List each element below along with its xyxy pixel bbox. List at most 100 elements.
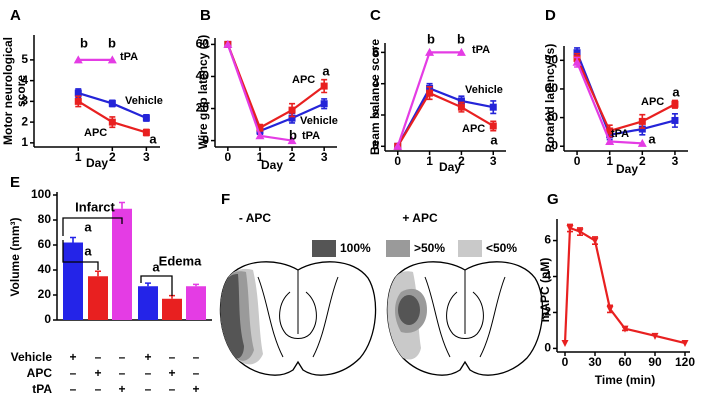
x-tick-label: 60	[618, 355, 632, 369]
bar	[112, 208, 132, 320]
point	[651, 332, 659, 340]
series-label: Vehicle	[125, 95, 163, 107]
annotation: a	[648, 131, 656, 146]
y-tick-label: 0	[44, 312, 51, 326]
y-axis-label: Beam balance score	[368, 39, 382, 155]
error-bar	[119, 201, 125, 209]
point	[671, 116, 679, 124]
brain-slice	[386, 261, 544, 376]
table-cell: –	[95, 350, 102, 364]
point	[73, 55, 83, 64]
panel-letter: C	[370, 7, 381, 24]
series-label: APC	[292, 74, 315, 86]
annotation: a	[490, 132, 498, 147]
error-bar	[193, 283, 199, 287]
point	[561, 340, 569, 348]
annotation: a	[322, 63, 330, 78]
y-tick-label: 0	[372, 138, 379, 152]
panel-letter: F	[221, 191, 230, 208]
table-cell: –	[95, 382, 102, 396]
point	[457, 97, 465, 105]
series-line	[396, 87, 494, 147]
y-tick-label: 5	[21, 52, 28, 66]
annotation: a	[84, 219, 92, 234]
panel-letter: E	[10, 174, 20, 191]
point	[489, 122, 497, 130]
annotation: b	[80, 35, 88, 50]
point	[606, 127, 614, 135]
x-axis-label: Day	[439, 160, 461, 174]
x-tick-label: 1	[606, 154, 613, 168]
table-cell: –	[145, 366, 152, 380]
table-cell: –	[145, 382, 152, 396]
series-label: APC	[462, 123, 485, 135]
point	[591, 237, 599, 245]
table-cell: –	[193, 366, 200, 380]
x-tick-label: 3	[143, 150, 150, 164]
annotation: b	[427, 31, 435, 46]
y-tick-label: 60	[38, 237, 52, 251]
annotation: b	[108, 35, 116, 50]
annotation: a	[672, 84, 680, 99]
y-tick-label: 20	[196, 101, 210, 115]
y-tick-label: 100	[31, 187, 51, 201]
point	[74, 97, 82, 105]
table-cell: +	[192, 382, 199, 396]
point	[637, 138, 647, 147]
point	[108, 118, 116, 126]
y-tick-label: 60	[196, 37, 210, 51]
y-tick-label: 4	[372, 76, 379, 90]
point	[107, 55, 117, 64]
table-cell: –	[193, 350, 200, 364]
x-tick-label: 2	[289, 150, 296, 164]
legend-label: >50%	[414, 241, 445, 255]
brain-title: - APC	[239, 211, 272, 225]
bar	[88, 276, 108, 320]
x-axis-label: Time (min)	[595, 373, 655, 387]
legend-label: 100%	[340, 241, 371, 255]
y-axis-label: score	[14, 75, 28, 107]
y-tick-label: 4	[21, 73, 28, 87]
panel-letter: A	[10, 7, 21, 24]
table-cell: +	[118, 382, 125, 396]
brain-title: + APC	[402, 211, 438, 225]
y-tick-label: 2	[544, 305, 551, 319]
point	[426, 89, 434, 97]
x-tick-label: 0	[224, 150, 231, 164]
point	[256, 124, 264, 132]
annotation: a	[149, 131, 157, 146]
x-tick-label: 3	[672, 154, 679, 168]
x-tick-label: 2	[109, 150, 116, 164]
annotation: a	[152, 259, 160, 274]
bar	[138, 286, 158, 320]
bracket	[62, 240, 99, 270]
x-tick-label: 0	[394, 154, 401, 168]
x-tick-label: 3	[321, 150, 328, 164]
bracket	[62, 217, 123, 236]
annotation: a	[84, 243, 92, 258]
x-tick-label: 90	[648, 355, 662, 369]
point	[255, 131, 265, 140]
table-cell: –	[169, 382, 176, 396]
x-axis-label: Day	[261, 158, 283, 172]
bar	[63, 242, 83, 320]
table-cell: –	[119, 350, 126, 364]
point	[320, 82, 328, 90]
panel-letter: G	[547, 191, 559, 208]
y-tick-label: 0	[551, 138, 558, 152]
table-cell: +	[69, 350, 76, 364]
point	[621, 325, 629, 333]
point	[638, 125, 646, 133]
series-label: tPA	[472, 44, 490, 56]
table-row-label: tPA	[32, 382, 52, 396]
legend-label: <50%	[486, 241, 517, 255]
y-tick-label: 30	[545, 110, 559, 124]
panel-letter: B	[200, 7, 211, 24]
point	[142, 114, 150, 122]
y-tick-label: 90	[545, 52, 559, 66]
error-bar	[95, 270, 101, 277]
table-cell: –	[70, 382, 77, 396]
x-tick-label: 1	[75, 150, 82, 164]
